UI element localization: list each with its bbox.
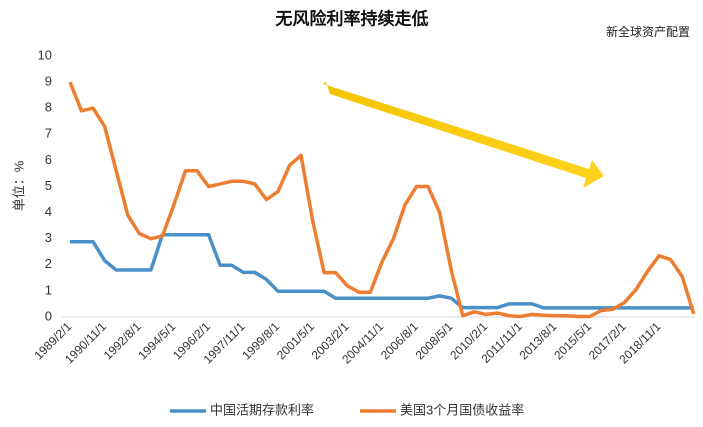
y-axis-label: 单位：% <box>11 160 26 211</box>
y-tick-label: 1 <box>45 282 52 297</box>
source: 新全球资产配置 <box>606 24 690 39</box>
y-tick-label: 10 <box>38 47 52 62</box>
chart-title: 无风险利率持续走低 <box>275 8 429 28</box>
y-tick-label: 5 <box>45 178 52 193</box>
y-tick-label: 4 <box>45 204 52 219</box>
y-tick-label: 8 <box>45 100 52 115</box>
trend-arrow <box>323 82 604 188</box>
y-tick-label: 7 <box>45 126 52 141</box>
series-line <box>70 233 694 310</box>
y-tick-label: 6 <box>45 152 52 167</box>
y-tick-label: 3 <box>45 230 52 245</box>
legend-label: 中国活期存款利率 <box>210 402 314 417</box>
y-tick-label: 0 <box>45 308 52 323</box>
y-tick-label: 9 <box>45 74 52 89</box>
y-tick-label: 2 <box>45 256 52 271</box>
series-line <box>68 81 696 319</box>
legend-label: 美国3个月国债收益率 <box>400 402 524 417</box>
